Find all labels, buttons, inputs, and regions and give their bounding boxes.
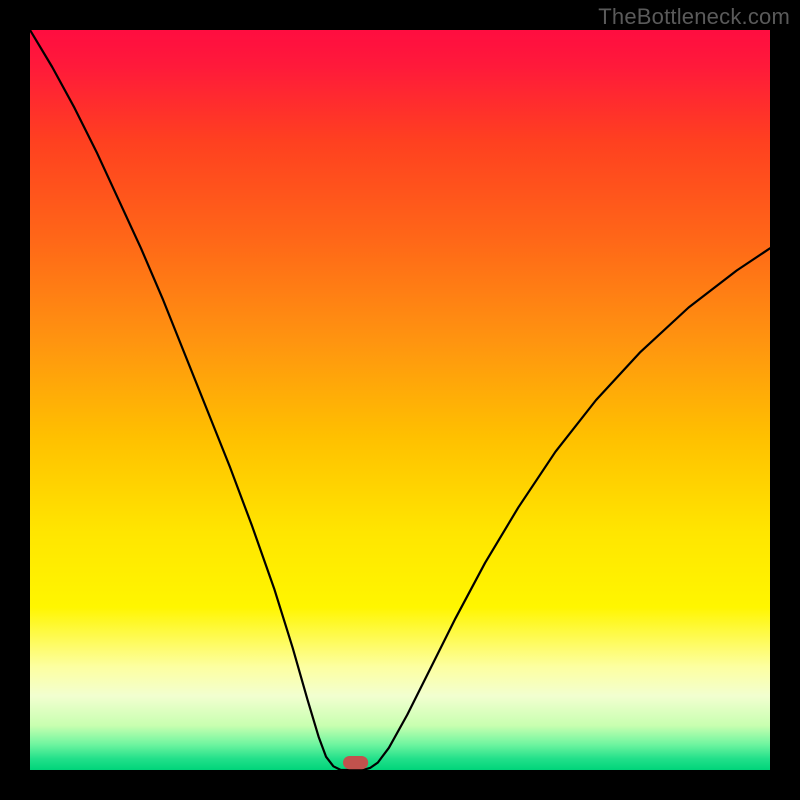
chart-frame: TheBottleneck.com xyxy=(0,0,800,800)
chart-svg xyxy=(30,30,770,770)
gradient-background xyxy=(30,30,770,770)
optimum-marker xyxy=(343,756,368,769)
plot-area xyxy=(30,30,770,770)
watermark-text: TheBottleneck.com xyxy=(598,4,790,30)
